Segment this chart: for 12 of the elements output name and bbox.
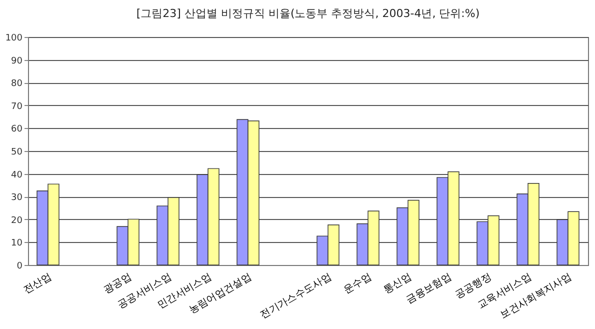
y-tick-label: 40 — [11, 170, 23, 180]
y-tick-label: 90 — [11, 56, 23, 66]
y-tick-label: 30 — [11, 193, 23, 204]
y-tick-label: 80 — [11, 79, 23, 90]
y-tick-label: 50 — [11, 148, 23, 158]
y-tick-label: 70 — [11, 102, 23, 112]
y-tick-label: 20 — [11, 216, 23, 226]
y-tick-label: 60 — [11, 124, 23, 135]
y-tick-label: 10 — [11, 238, 23, 249]
chart-title: [그림23] 산업별 비정규직 비율(노동부 추정방식, 2003-4년, 단위:%) — [136, 7, 480, 20]
y-tick-label: 100 — [5, 34, 23, 44]
y-tick-label: 0 — [16, 262, 23, 272]
